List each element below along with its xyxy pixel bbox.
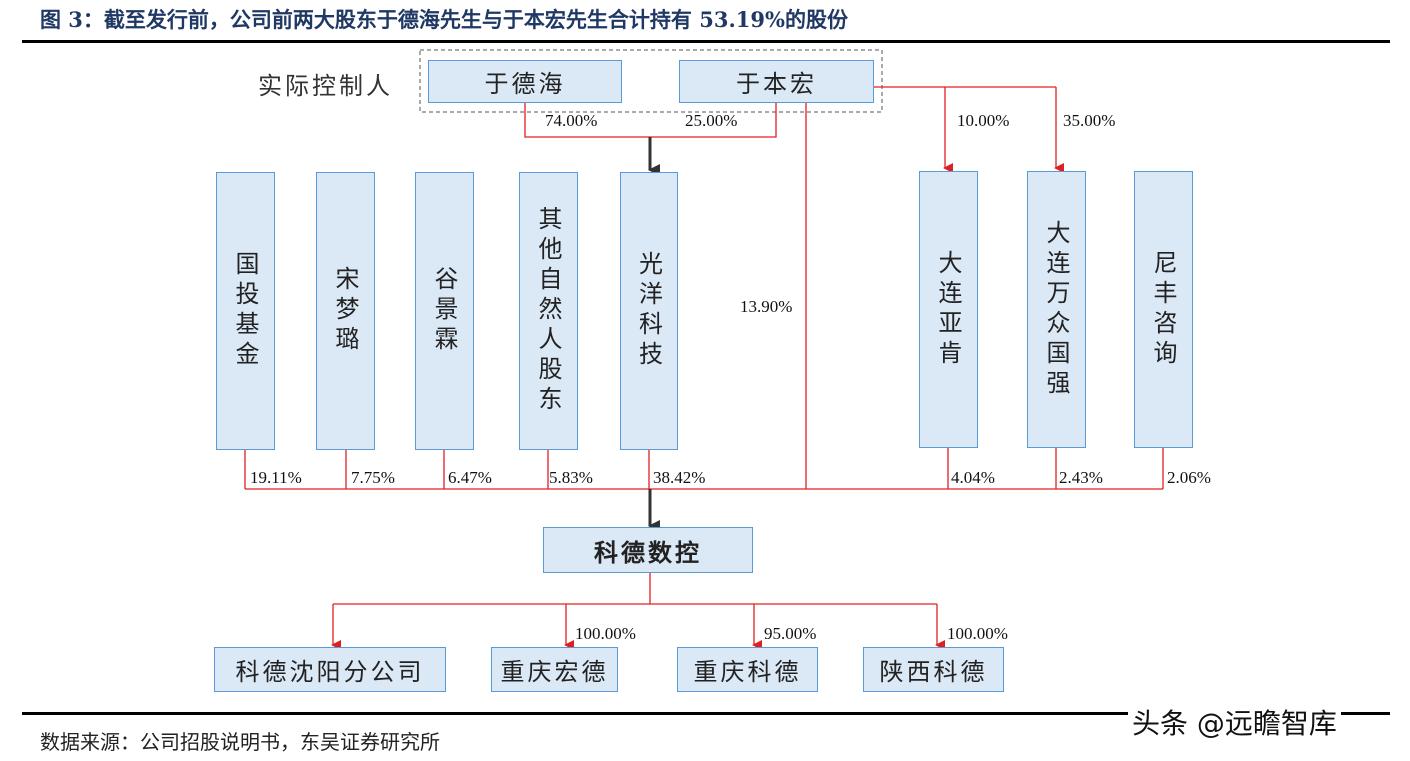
shareholder-box: 谷景霖 bbox=[415, 172, 474, 450]
subsidiary-box: 重庆宏德 bbox=[491, 647, 618, 692]
shareholder-box: 宋梦璐 bbox=[316, 172, 375, 450]
company-box: 科德数控 bbox=[543, 527, 753, 573]
bottom-rule bbox=[22, 712, 1390, 715]
shareholder-box: 光洋科技 bbox=[620, 172, 678, 450]
pct-label: 19.11% bbox=[250, 468, 302, 487]
shareholder-box: 尼丰咨询 bbox=[1134, 171, 1193, 448]
pct-label: 4.04% bbox=[951, 468, 995, 487]
actual-controller-label: 实际控制人 bbox=[258, 72, 393, 100]
pct-label: 74.00% bbox=[545, 111, 598, 130]
pct-label: 6.47% bbox=[448, 468, 492, 487]
pct-label: 13.90% bbox=[740, 297, 793, 316]
shareholder-box: 大连万众国强 bbox=[1027, 171, 1086, 448]
pct-label: 5.83% bbox=[549, 468, 593, 487]
subsidiary-box: 重庆科德 bbox=[677, 647, 818, 692]
source-note: 数据来源：公司招股说明书，东吴证券研究所 bbox=[40, 730, 440, 754]
controller-box-yubenhong: 于本宏 bbox=[679, 60, 874, 103]
pct-label: 38.42% bbox=[653, 468, 706, 487]
pct-label: 25.00% bbox=[685, 111, 738, 130]
pct-label: 100.00% bbox=[947, 624, 1008, 643]
controller-box-yudehai: 于德海 bbox=[428, 60, 622, 103]
pct-label: 2.43% bbox=[1059, 468, 1103, 487]
shareholder-box: 其他自然人股东 bbox=[519, 172, 578, 450]
subsidiary-box: 科德沈阳分公司 bbox=[214, 647, 446, 692]
pct-label: 35.00% bbox=[1063, 111, 1116, 130]
shareholder-box: 国投基金 bbox=[216, 172, 275, 450]
controller-dashed-box bbox=[419, 49, 883, 113]
figure-title: 图 3：截至发行前，公司前两大股东于德海先生与于本宏先生合计持有 53.19%的… bbox=[40, 7, 848, 32]
pct-label: 95.00% bbox=[764, 624, 817, 643]
watermark: 头条 @远瞻智库 bbox=[1128, 702, 1341, 742]
subsidiary-box: 陕西科德 bbox=[863, 647, 1004, 692]
pct-label: 10.00% bbox=[957, 111, 1010, 130]
pct-label: 100.00% bbox=[575, 624, 636, 643]
pct-label: 2.06% bbox=[1167, 468, 1211, 487]
shareholder-box: 大连亚肯 bbox=[919, 171, 978, 448]
pct-label: 7.75% bbox=[351, 468, 395, 487]
top-rule bbox=[22, 40, 1390, 43]
